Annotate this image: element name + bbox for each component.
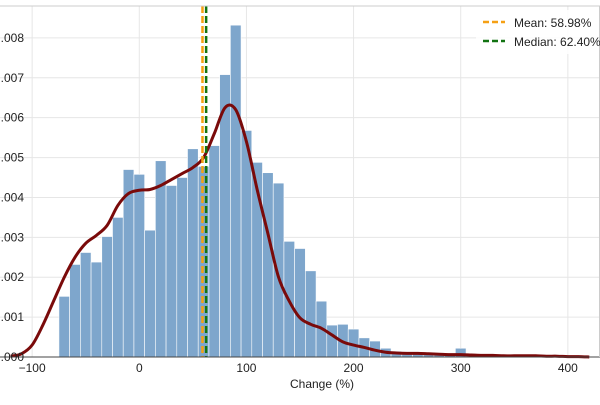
x-axis-label: Change (%) [290,377,354,391]
histogram-bar [263,173,274,357]
histogram-bar [134,174,145,357]
y-tick-label: .003 [1,230,25,244]
histogram-bar [188,149,199,357]
histogram-bar [80,252,91,357]
histogram-bar [295,249,306,357]
histogram-bar [155,161,166,357]
histogram-bar [102,237,113,357]
y-tick-label: .006 [1,111,25,125]
legend: Mean: 58.98% Median: 62.40% [476,10,600,54]
x-tick-label: 100 [236,361,256,375]
histogram-bar [113,217,124,357]
histogram-bar [273,183,284,357]
x-tick-label: 0 [136,361,143,375]
y-tick-label: .004 [1,190,25,204]
y-tick-label: .000 [1,350,25,364]
histogram-bar [145,230,156,357]
histogram-bar [166,185,177,357]
y-tick-label: .001 [1,310,25,324]
histogram-bar [327,325,338,357]
histogram-bar [59,296,70,357]
histogram-bar [91,262,102,357]
x-tick-label: 400 [558,361,578,375]
y-tick-label: .002 [1,270,25,284]
histogram-bar [230,25,241,357]
legend-mean-label: Mean: 58.98% [514,16,592,30]
histogram-bar [70,264,81,357]
x-tick-label: 200 [344,361,364,375]
y-tick-label: .008 [1,31,25,45]
y-tick-label: .005 [1,151,25,165]
histogram-bar [305,271,316,357]
histogram-bar [177,178,188,357]
x-tick-label: 300 [451,361,471,375]
legend-median-label: Median: 62.40% [514,35,600,49]
y-tick-label: .007 [1,71,25,85]
histogram-bar [209,146,220,357]
